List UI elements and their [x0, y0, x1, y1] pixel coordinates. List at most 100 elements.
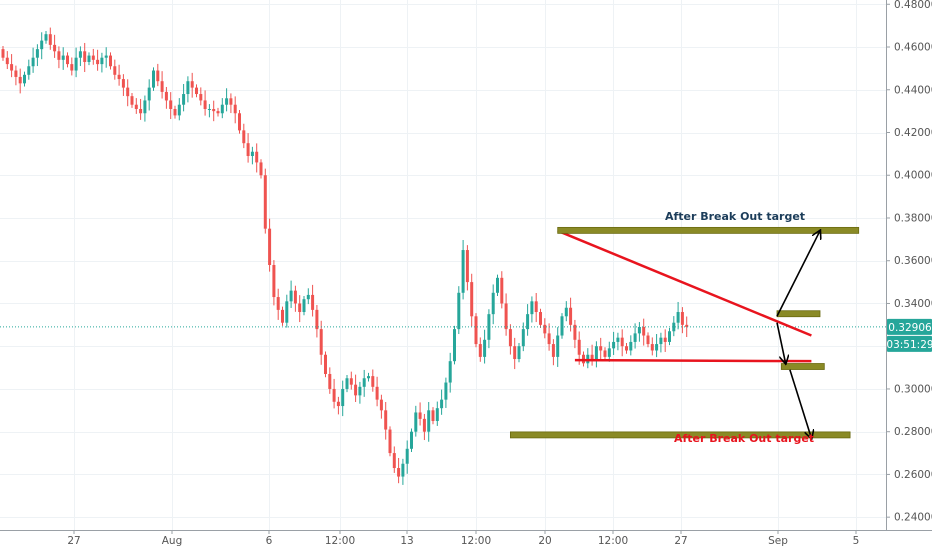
candle-body: [190, 81, 194, 88]
candle-body: [685, 324, 689, 327]
candle-body: [418, 412, 422, 419]
candle-body: [186, 81, 190, 95]
candle-body: [23, 74, 26, 84]
target-zone: [557, 226, 860, 234]
candle-body: [199, 94, 203, 101]
candle-body: [676, 312, 680, 323]
candle-body: [306, 294, 310, 300]
x-tick-label: 6: [266, 535, 273, 547]
candle-body: [620, 337, 624, 347]
candle-body: [57, 51, 61, 60]
candle-body: [169, 100, 173, 109]
candle-body: [616, 337, 620, 342]
candle-body: [470, 282, 474, 317]
candle-body: [603, 350, 607, 357]
candle-body: [212, 108, 216, 112]
candle-body: [341, 388, 345, 407]
candle-body: [152, 70, 155, 88]
candle-body: [358, 386, 362, 396]
candle-body: [216, 111, 220, 114]
candle-body: [362, 378, 366, 387]
candle-body: [539, 312, 542, 325]
candle-body: [139, 108, 143, 114]
candle-body: [633, 333, 637, 342]
grid-lines: [0, 0, 886, 530]
candle-body: [298, 303, 302, 313]
downside-target-label: After Break Out target: [674, 432, 814, 445]
candle-body: [61, 55, 65, 60]
candle-body: [246, 143, 250, 157]
candle-body: [134, 104, 138, 109]
candle-body: [91, 55, 95, 60]
candle-body: [74, 57, 78, 71]
candle-body: [268, 228, 272, 265]
candle-body: [405, 448, 409, 464]
candle-body: [457, 292, 461, 330]
candle-body: [650, 344, 654, 351]
candle-body: [410, 431, 413, 449]
candle-body: [453, 329, 456, 362]
x-tick-label: 27: [67, 535, 80, 547]
candle-body: [474, 316, 478, 345]
candle-body: [276, 297, 280, 310]
candle-body: [5, 57, 9, 65]
candle-body: [104, 55, 108, 58]
candle-body: [517, 346, 521, 360]
candle-body: [569, 307, 573, 325]
candle-body: [31, 57, 35, 67]
candle-body: [354, 384, 358, 396]
candle-body: [35, 49, 39, 58]
candle-body: [242, 130, 246, 144]
x-tick-label: Aug: [162, 535, 183, 547]
candle-body: [534, 301, 538, 313]
candle-body: [14, 70, 18, 77]
candle-body: [594, 346, 598, 360]
candle-body: [513, 346, 517, 360]
candle-body: [40, 40, 44, 50]
candle-body: [646, 335, 650, 345]
candle-body: [53, 44, 57, 52]
candle-body: [349, 378, 353, 385]
candle-body: [478, 344, 482, 357]
x-tick-label: 12:00: [461, 535, 491, 547]
candle-body: [96, 59, 100, 65]
candle-body: [281, 309, 284, 323]
candle-body: [483, 339, 487, 357]
candle-body: [44, 34, 48, 41]
candle-body: [195, 87, 198, 95]
candle-body: [556, 335, 560, 357]
candle-body: [113, 66, 117, 75]
candle-body: [220, 104, 224, 114]
candle-body: [397, 468, 401, 477]
candle-body: [272, 265, 276, 298]
candle-body: [27, 66, 31, 75]
candle-body: [491, 292, 495, 315]
candle-body: [521, 329, 525, 347]
candle-body: [289, 290, 293, 302]
candle-body: [392, 453, 396, 469]
candle-body: [229, 98, 233, 105]
candle-body: [440, 399, 444, 409]
candle-body: [371, 376, 375, 387]
candle-body: [375, 386, 379, 400]
candle-body: [83, 51, 87, 62]
candle-body: [599, 346, 603, 351]
candle-body: [487, 314, 491, 340]
candle-body: [332, 388, 336, 402]
candle-body: [422, 418, 426, 432]
candle-body: [109, 55, 112, 67]
candle-body: [496, 277, 499, 293]
candle-body: [78, 51, 82, 58]
candle-body: [663, 337, 667, 342]
candle-body: [259, 162, 263, 176]
candle-body: [285, 301, 289, 323]
candle-body: [427, 410, 431, 432]
candle-body: [48, 34, 52, 45]
candle-body: [448, 361, 452, 383]
x-tick-label: 13: [400, 535, 413, 547]
